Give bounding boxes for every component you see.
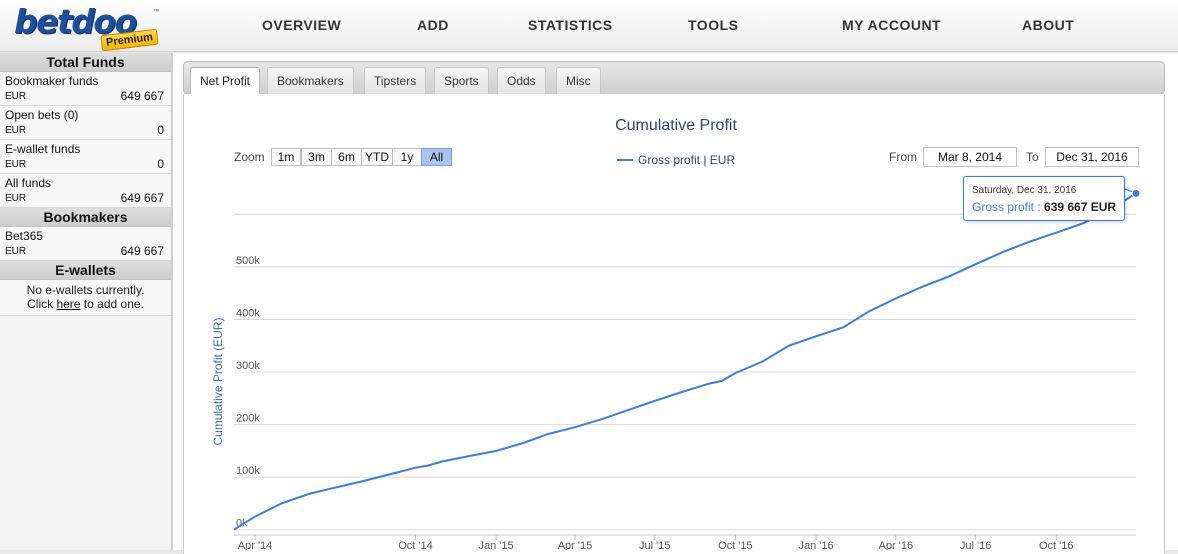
x-tick-label: Apr '15 [558, 540, 593, 550]
zoom-1y-button[interactable]: 1y [392, 148, 422, 166]
x-tick-label: Apr '14 [238, 540, 273, 550]
nav-my-account[interactable]: MY ACCOUNT [842, 17, 942, 33]
fund-label: Open bets (0) [5, 108, 79, 122]
fund-currency: EUR [5, 193, 27, 204]
stats-tabbar: Net Profit Bookmakers Tipsters Sports Od… [183, 61, 1165, 96]
zoom-all-button[interactable]: All [421, 148, 452, 166]
main-nav: OVERVIEW ADD STATISTICS TOOLS MY ACCOUNT… [0, 17, 1178, 35]
ewallets-empty-text: No e-wallets currently. [26, 283, 145, 297]
nav-add[interactable]: ADD [417, 17, 449, 33]
nav-overview[interactable]: OVERVIEW [262, 17, 342, 33]
to-label: To [1026, 150, 1039, 164]
tab-bookmakers[interactable]: Bookmakers [267, 67, 354, 95]
bookmaker-currency: EUR [5, 246, 27, 257]
add-ewallet-link[interactable]: here [56, 297, 81, 311]
tooltip-series-name: Gross profit [972, 200, 1035, 214]
fund-currency: EUR [5, 159, 27, 170]
zoom-label: Zoom [234, 150, 265, 164]
y-tick-label: 400k [236, 307, 260, 319]
legend-label: Gross profit | EUR [638, 153, 736, 167]
y-tick-label: 200k [236, 413, 260, 425]
tab-misc[interactable]: Misc [556, 67, 601, 95]
fund-label: Bookmaker funds [5, 74, 99, 88]
zoom-1m-button[interactable]: 1m [271, 148, 301, 166]
x-tick-label: Jul '15 [639, 540, 670, 550]
tooltip-value: 639 667 EUR [1044, 200, 1117, 214]
logo-trademark: ™ [153, 9, 159, 15]
tooltip-date: Saturday, Dec 31, 2016 [972, 185, 1077, 196]
ewallets-heading: E-wallets [0, 261, 171, 280]
fund-row-all: All funds EUR 649 667 [0, 174, 171, 208]
ewallets-empty-message: No e-wallets currently. Click here to ad… [0, 280, 171, 316]
zoom-3m-button[interactable]: 3m [301, 148, 332, 166]
nav-tools[interactable]: TOOLS [688, 17, 739, 33]
main-panel: Net Profit Bookmakers Tipsters Sports Od… [172, 53, 1178, 554]
fund-row-ewallet: E-wallet funds EUR 0 [0, 140, 171, 174]
fund-row-open-bets: Open bets (0) EUR 0 [0, 106, 171, 140]
bookmaker-row-bet365[interactable]: Bet365 EUR 649 667 [0, 227, 171, 261]
chart-title: Cumulative Profit [615, 117, 737, 134]
x-tick-label: Oct '14 [398, 540, 433, 550]
fund-row-bookmaker: Bookmaker funds EUR 649 667 [0, 72, 171, 106]
from-date-input[interactable] [923, 147, 1017, 167]
ewallets-add-text: Click here to add one. [0, 297, 171, 311]
fund-value: 649 667 [120, 191, 164, 205]
series-end-marker[interactable] [1131, 188, 1141, 198]
x-tick-label: Oct '16 [1039, 540, 1074, 550]
tab-tipsters[interactable]: Tipsters [364, 67, 427, 95]
x-tick-label: Apr '16 [879, 540, 914, 550]
fund-currency: EUR [5, 91, 27, 102]
y-tick-label: 300k [236, 360, 260, 372]
fund-value: 649 667 [120, 89, 164, 103]
nav-about[interactable]: ABOUT [1022, 17, 1075, 33]
fund-currency: EUR [5, 125, 27, 136]
fund-value: 0 [157, 157, 164, 171]
tooltip-value-row: Gross profit : 639 667 EUR [972, 200, 1117, 214]
y-axis-label: Cumulative Profit (EUR) [211, 317, 225, 445]
series-line-gross-profit [233, 192, 1137, 531]
x-tick-label: Oct '15 [718, 540, 753, 550]
x-tick-label: Jul '16 [960, 540, 991, 550]
top-header: betdoo ™ Premium OVERVIEW ADD STATISTICS… [0, 0, 1178, 52]
x-tick-label: Jan '15 [479, 540, 514, 550]
bookmaker-value: 649 667 [120, 244, 164, 258]
y-tick-label: 100k [236, 465, 260, 477]
total-funds-heading: Total Funds [0, 53, 171, 72]
sidebar: Total Funds Bookmaker funds EUR 649 667 … [0, 53, 172, 550]
chart-gridlines [234, 213, 1136, 536]
from-label: From [889, 150, 917, 164]
tab-sports[interactable]: Sports [434, 67, 489, 95]
y-tick-label: 500k [236, 255, 260, 267]
tab-odds[interactable]: Odds [497, 67, 546, 95]
ewallets-click-text: Click [27, 297, 57, 311]
tab-net-profit[interactable]: Net Profit [190, 67, 261, 96]
chart-tooltip: Saturday, Dec 31, 2016 Gross profit : 63… [963, 176, 1125, 221]
chart-legend[interactable]: Gross profit | EUR [617, 153, 735, 167]
ewallets-suffix-text: to add one. [80, 297, 144, 311]
betdoo-logo[interactable]: betdoo ™ Premium [14, 2, 164, 52]
x-axis-ticks: Apr '14 Oct '14 Jan '15 Apr '15 Jul '15 Oct '… [238, 535, 1074, 550]
fund-value: 0 [157, 123, 164, 137]
nav-statistics[interactable]: STATISTICS [528, 17, 613, 33]
legend-line-icon [617, 158, 633, 161]
fund-label: All funds [5, 176, 52, 190]
bookmaker-label: Bet365 [5, 229, 44, 243]
fund-label: E-wallet funds [5, 142, 81, 156]
to-date-input[interactable] [1045, 147, 1139, 167]
x-tick-label: Jan '16 [798, 540, 833, 550]
bookmakers-heading: Bookmakers [0, 208, 171, 227]
